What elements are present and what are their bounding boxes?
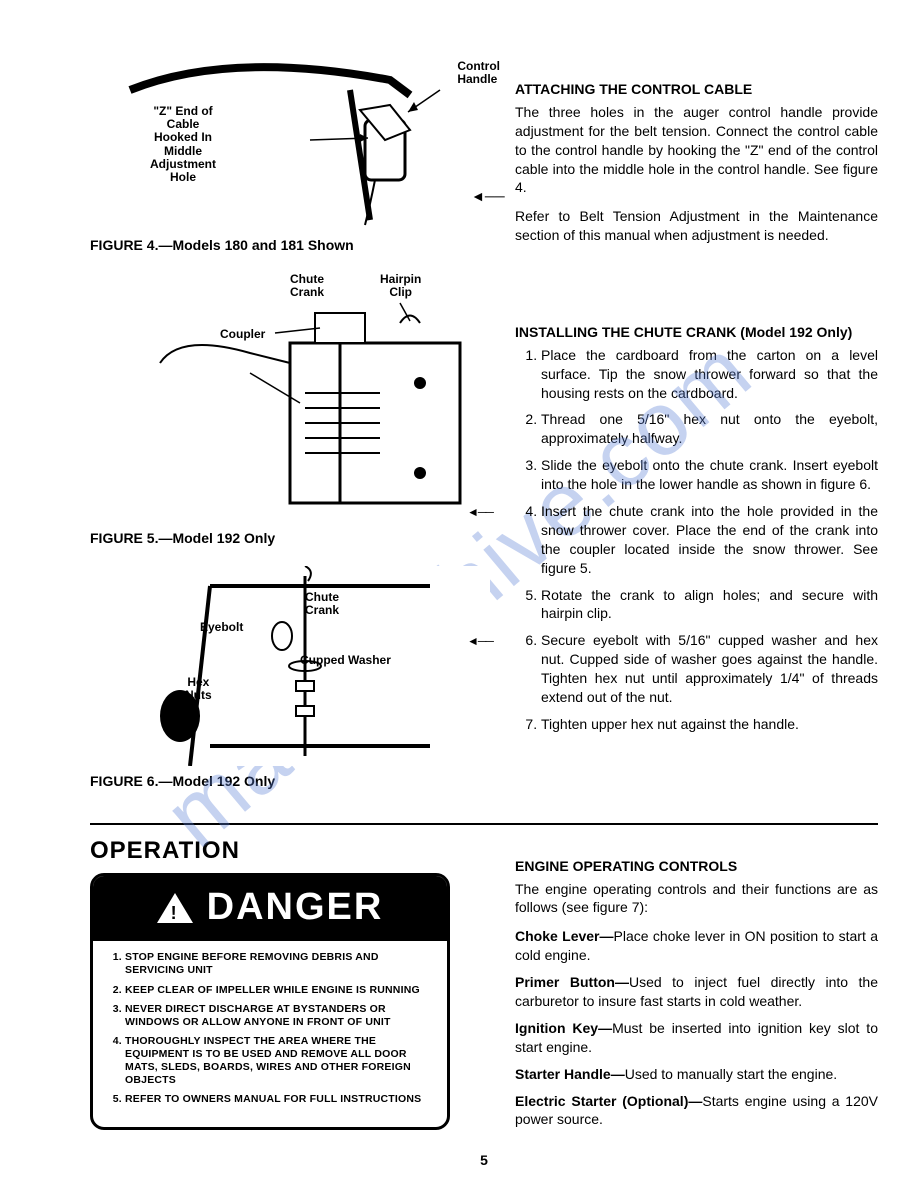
figure-5: ChuteCrank HairpinClip Coupler FIGURE 5.…: [90, 273, 490, 548]
danger-panel: DANGER STOP ENGINE BEFORE REMOVING DEBRI…: [90, 873, 450, 1130]
attach-cable-p2: ◄──Refer to Belt Tension Adjustment in t…: [515, 207, 878, 245]
step-7: Tighten upper hex nut against the handle…: [541, 715, 878, 734]
starter-term: Starter Handle—: [515, 1066, 625, 1082]
row-fig5: ChuteCrank HairpinClip Coupler FIGURE 5.…: [90, 273, 878, 809]
electric-term: Electric Starter (Optional)—: [515, 1093, 702, 1109]
figure-6-caption: FIGURE 6.—Model 192 Only: [90, 772, 490, 791]
attach-cable-p1: The three holes in the auger control han…: [515, 103, 878, 197]
manual-page: manualshive.com Control: [0, 0, 918, 1188]
danger-item-4: THOROUGHLY INSPECT THE AREA WHERE THE EQ…: [125, 1035, 433, 1088]
step-1: Place the cardboard from the carton on a…: [541, 346, 878, 403]
label-hex-nuts: HexNuts: [185, 676, 212, 702]
danger-item-1: STOP ENGINE BEFORE REMOVING DEBRIS AND S…: [125, 951, 433, 977]
danger-item-3: NEVER DIRECT DISCHARGE AT BYSTANDERS OR …: [125, 1003, 433, 1029]
step-4: Insert the chute crank into the hole pro…: [541, 502, 878, 578]
engine-controls-title: ENGINE OPERATING CONTROLS: [515, 857, 878, 876]
label-coupler: Coupler: [220, 328, 265, 341]
label-z-end: "Z" End ofCableHooked InMiddleAdjustment…: [150, 105, 216, 184]
attach-cable-p2-text: Refer to Belt Tension Adjustment in the …: [515, 208, 878, 243]
danger-item-2: KEEP CLEAR OF IMPELLER WHILE ENGINE IS R…: [125, 984, 433, 997]
step-5: Rotate the crank to align holes; and sec…: [541, 586, 878, 624]
control-starter: Starter Handle—Used to manually start th…: [515, 1065, 878, 1084]
primer-term: Primer Button—: [515, 974, 629, 990]
step-3: Slide the eyebolt onto the chute crank. …: [541, 456, 878, 494]
warning-triangle-icon: [157, 893, 193, 923]
control-ignition: Ignition Key—Must be inserted into ignit…: [515, 1019, 878, 1057]
row-operation: OPERATION DANGER STOP ENGINE BEFORE REMO…: [90, 835, 878, 1138]
step-6: Secure eyebolt with 5/16" cupped washer …: [541, 631, 878, 707]
control-electric: Electric Starter (Optional)—Starts engin…: [515, 1092, 878, 1130]
danger-list: STOP ENGINE BEFORE REMOVING DEBRIS AND S…: [107, 951, 433, 1106]
label-eyebolt: Eyebolt: [200, 621, 243, 634]
label-hairpin-clip: HairpinClip: [380, 273, 421, 299]
row-fig4: ControlHandle "Z" End ofCableHooked InMi…: [90, 50, 878, 273]
figure-6: ChuteCrank Eyebolt Cupped Washer HexNuts…: [90, 566, 490, 791]
label-control-handle: ControlHandle: [457, 60, 500, 86]
control-choke: Choke Lever—Place choke lever in ON posi…: [515, 927, 878, 965]
operation-heading: OPERATION: [90, 835, 490, 867]
figure-4-caption: FIGURE 4.—Models 180 and 181 Shown: [90, 236, 490, 255]
danger-item-5: REFER TO OWNERS MANUAL FOR FULL INSTRUCT…: [125, 1093, 433, 1106]
section-divider: [90, 823, 878, 825]
figure-5-caption: FIGURE 5.—Model 192 Only: [90, 529, 490, 548]
figure-6-diagram: [110, 566, 470, 766]
install-crank-title: INSTALLING THE CHUTE CRANK (Model 192 On…: [515, 323, 878, 342]
danger-header: DANGER: [93, 876, 447, 941]
label-chute-crank-5: ChuteCrank: [290, 273, 324, 299]
attach-cable-title: ATTACHING THE CONTROL CABLE: [515, 80, 878, 99]
label-cupped-washer: Cupped Washer: [300, 654, 391, 667]
figure-4: ControlHandle "Z" End ofCableHooked InMi…: [90, 50, 490, 255]
choke-term: Choke Lever—: [515, 928, 614, 944]
ignition-term: Ignition Key—: [515, 1020, 612, 1036]
label-chute-crank-6: ChuteCrank: [305, 591, 339, 617]
step-2: Thread one 5/16" hex nut onto the eyebol…: [541, 410, 878, 448]
starter-desc: Used to manually start the engine.: [625, 1066, 837, 1082]
install-crank-steps: Place the cardboard from the carton on a…: [515, 346, 878, 734]
page-number: 5: [90, 1151, 878, 1170]
danger-word: DANGER: [207, 882, 384, 933]
control-primer: Primer Button—Used to inject fuel direct…: [515, 973, 878, 1011]
figure-5-diagram: [100, 273, 480, 523]
danger-body: STOP ENGINE BEFORE REMOVING DEBRIS AND S…: [93, 941, 447, 1126]
engine-controls-intro: The engine operating controls and their …: [515, 880, 878, 918]
